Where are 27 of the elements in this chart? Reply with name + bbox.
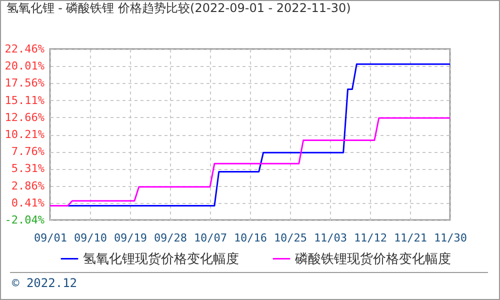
x-tick-label: 10/25 [274,232,308,244]
chart-title: 氢氧化锂 - 磷酸铁锂 价格趋势比较(2022-09-01 - 2022-11-30) [6,1,351,15]
y-tick-label: -2.04% [4,214,45,226]
x-tick-label: 11/03 [314,232,348,244]
legend-label: 氢氧化锂现货价格变化幅度 [83,250,239,267]
y-tick-label: 20.01% [4,60,45,73]
line-series [49,117,451,207]
x-tick-label: 10/07 [194,232,228,244]
x-tick-label: 11/12 [354,232,388,244]
x-tick-label: 11/21 [394,232,428,244]
y-tick-label: 17.56% [4,76,45,90]
x-tick-label: 09/28 [154,232,188,244]
legend-label: 磷酸铁锂现货价格变化幅度 [294,250,451,267]
x-tick-label: 09/01 [34,232,68,244]
x-tick-label: 09/19 [114,232,148,244]
y-tick-label: 0.41% [11,196,45,210]
x-tick-label: 10/16 [234,232,268,244]
y-tick-label: 2.86% [11,179,45,192]
x-tick-label: 09/10 [74,232,108,244]
y-tick-label: 22.46% [4,42,45,56]
y-tick-label: 15.11% [4,94,45,107]
y-tick-label: 10.21% [4,128,45,141]
y-tick-label: 7.76% [11,145,45,158]
x-tick-label: 11/30 [434,232,468,244]
text: © 2022.12 [12,276,78,290]
y-tick-label: 12.66% [4,110,45,124]
y-tick-label: 5.31% [11,162,45,176]
